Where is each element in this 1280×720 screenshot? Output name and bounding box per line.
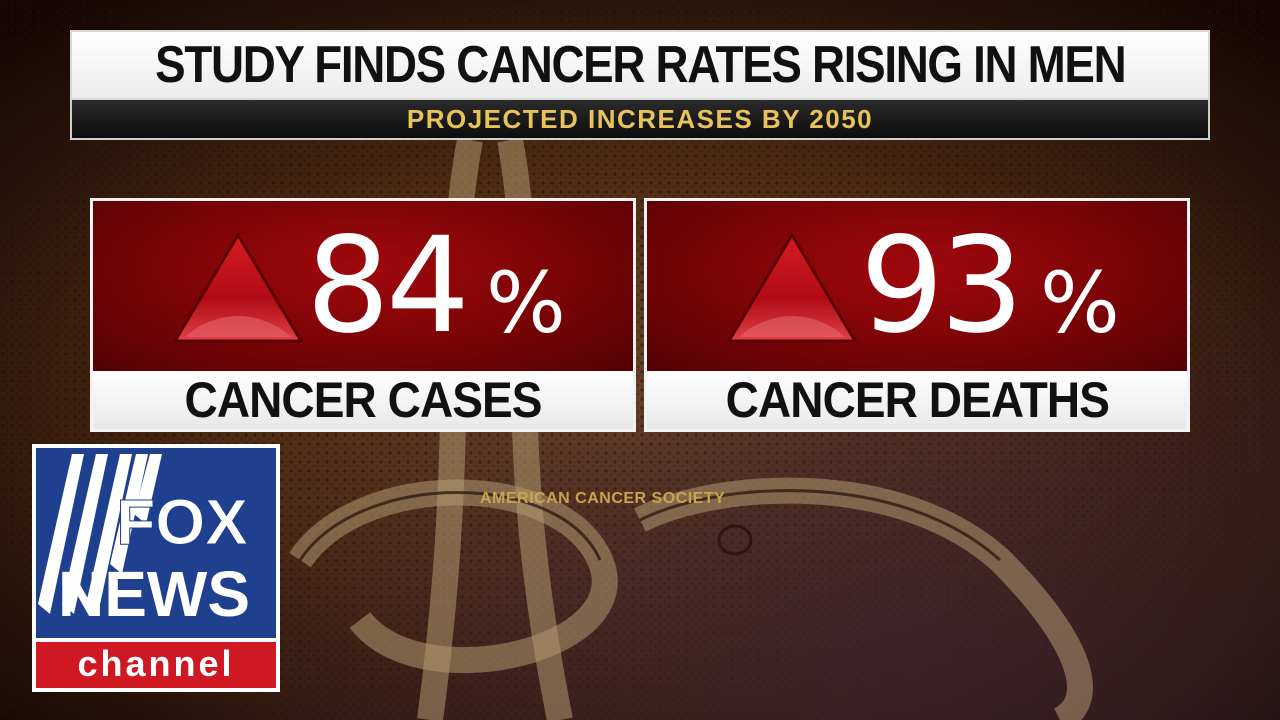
- stat-value: 93: [860, 209, 1024, 363]
- source-credit: AMERICAN CANCER SOCIETY: [480, 490, 726, 507]
- fox-news-channel-logo: FOX NEWS channel: [32, 444, 280, 692]
- stat-value: 84: [306, 209, 470, 363]
- headline-banner: STUDY FINDS CANCER RATES RISING IN MEN P…: [70, 30, 1210, 140]
- stat-value-panel: 93 %: [647, 201, 1187, 371]
- stat-card-cases: 84 % CANCER CASES: [90, 198, 636, 432]
- stat-label: CANCER CASES: [184, 372, 542, 428]
- logo-line-channel: channel: [77, 643, 234, 684]
- headline-title-bar: STUDY FINDS CANCER RATES RISING IN MEN: [70, 30, 1210, 100]
- headline-subtitle-bar: PROJECTED INCREASES BY 2050: [70, 100, 1210, 140]
- logo-line-fox: FOX: [116, 486, 248, 558]
- stat-label: CANCER DEATHS: [725, 372, 1109, 428]
- stat-unit: %: [1040, 254, 1120, 352]
- increase-triangle-icon: [173, 233, 303, 343]
- increase-triangle-icon: [727, 233, 857, 343]
- stat-card-deaths: 93 % CANCER DEATHS: [644, 198, 1190, 432]
- logo-line-news: NEWS: [58, 558, 250, 630]
- headline-title: STUDY FINDS CANCER RATES RISING IN MEN: [154, 36, 1127, 94]
- stat-label-panel: CANCER CASES: [93, 371, 633, 429]
- stat-label-panel: CANCER DEATHS: [647, 371, 1187, 429]
- headline-subtitle: PROJECTED INCREASES BY 2050: [406, 103, 874, 134]
- stat-value-panel: 84 %: [93, 201, 633, 371]
- stat-unit: %: [486, 254, 566, 352]
